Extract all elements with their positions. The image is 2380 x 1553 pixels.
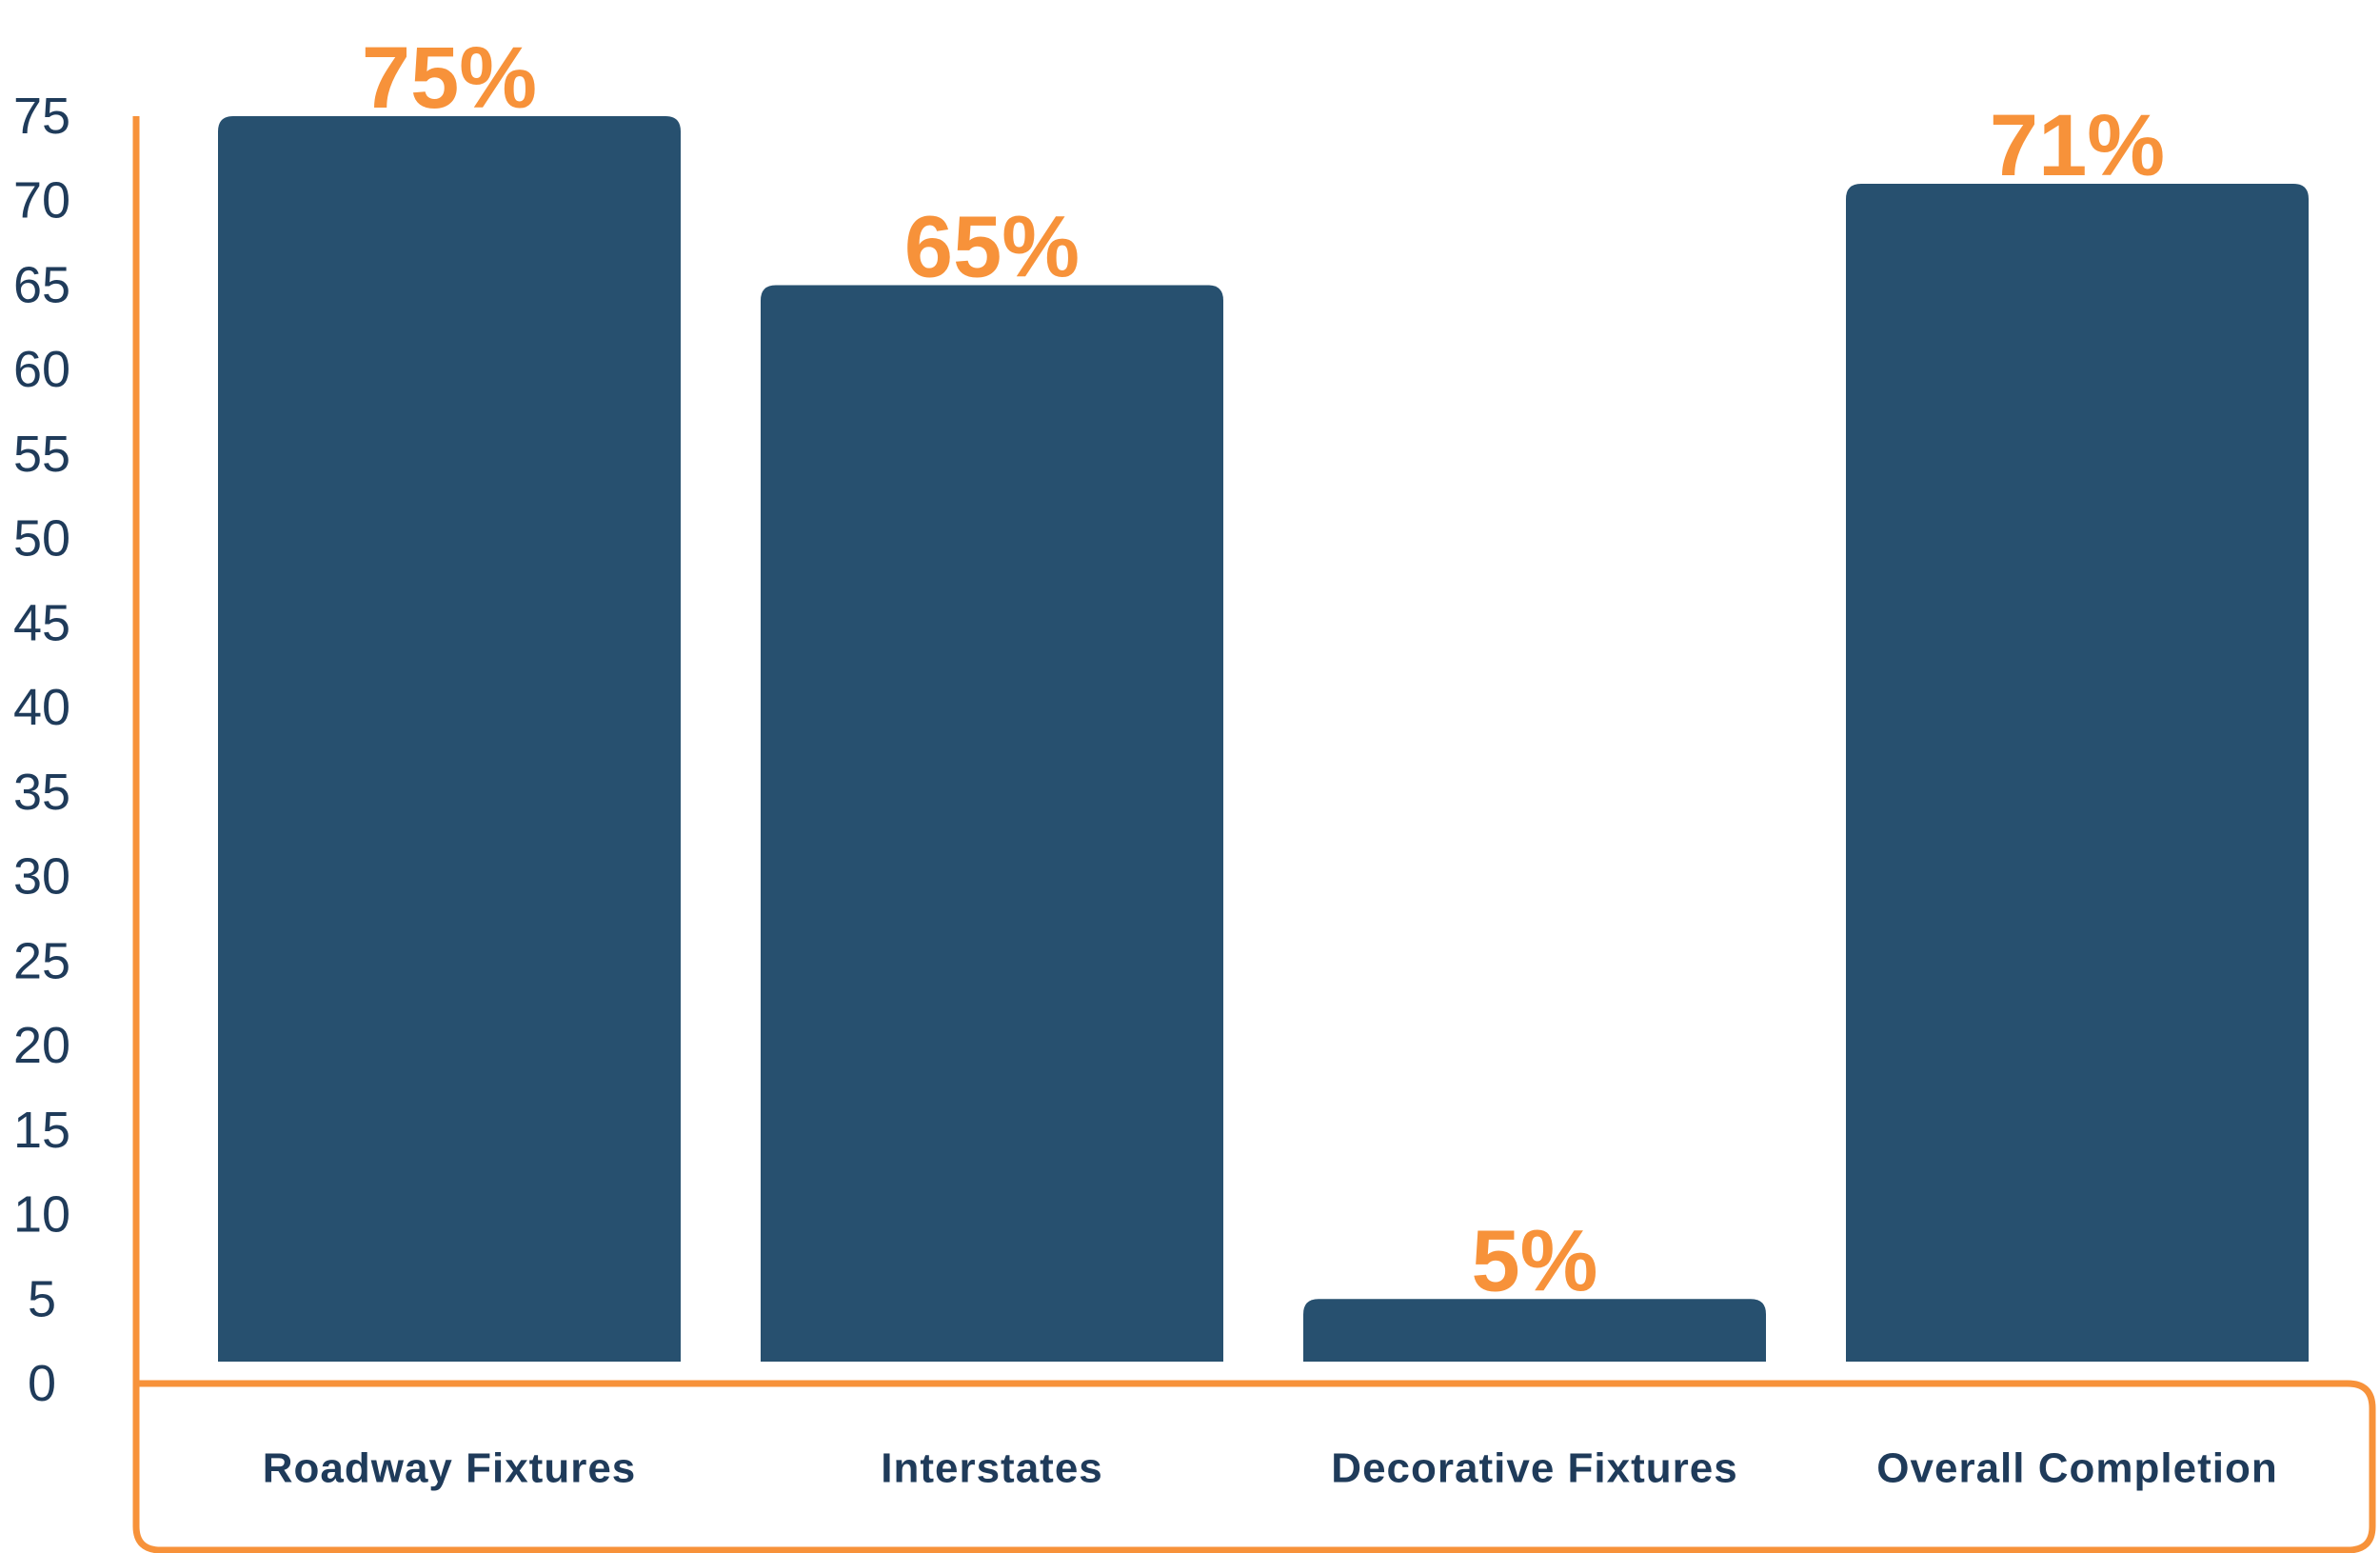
bar	[218, 116, 681, 1362]
bar	[1846, 183, 2309, 1362]
y-tick-label: 75	[13, 88, 70, 145]
axes	[132, 116, 2376, 1553]
y-tick-label: 25	[13, 932, 70, 989]
x-category-label: Interstates	[881, 1445, 1103, 1492]
y-tick-label: 30	[13, 848, 70, 906]
y-tick-label: 20	[13, 1017, 70, 1074]
y-tick-label: 40	[13, 679, 70, 736]
data-label: 71%	[1990, 97, 2165, 194]
y-tick-label: 5	[28, 1270, 56, 1327]
x-axis-categories: Roadway Fixtures Interstates Decorative Fi…	[263, 1445, 2277, 1492]
y-tick-label: 0	[28, 1355, 56, 1412]
y-tick-label: 60	[13, 341, 70, 398]
y-axis-ticks: 0 5 10 15 20 25 30 35 40 45 50 55 60 65 70 75	[13, 88, 70, 1412]
data-label: 75%	[362, 30, 537, 127]
y-tick-label: 15	[13, 1102, 70, 1159]
y-tick-label: 65	[13, 256, 70, 313]
data-label: 5%	[1472, 1212, 1598, 1309]
data-label: 65%	[904, 198, 1080, 295]
y-tick-label: 55	[13, 426, 70, 483]
bar	[1303, 1299, 1766, 1362]
bars	[218, 116, 2309, 1362]
y-tick-label: 35	[13, 764, 70, 821]
x-category-label: Decorative Fixtures	[1331, 1445, 1737, 1492]
x-category-label: Overall Completion	[1876, 1445, 2277, 1492]
y-tick-label: 45	[13, 594, 70, 651]
bar	[761, 285, 1223, 1362]
x-axis-frame	[132, 1380, 2376, 1553]
data-labels: 75% 65% 5% 71%	[362, 30, 2165, 1309]
y-tick-label: 10	[13, 1186, 70, 1244]
x-category-label: Roadway Fixtures	[263, 1445, 637, 1492]
y-tick-label: 50	[13, 510, 70, 567]
y-tick-label: 70	[13, 172, 70, 229]
